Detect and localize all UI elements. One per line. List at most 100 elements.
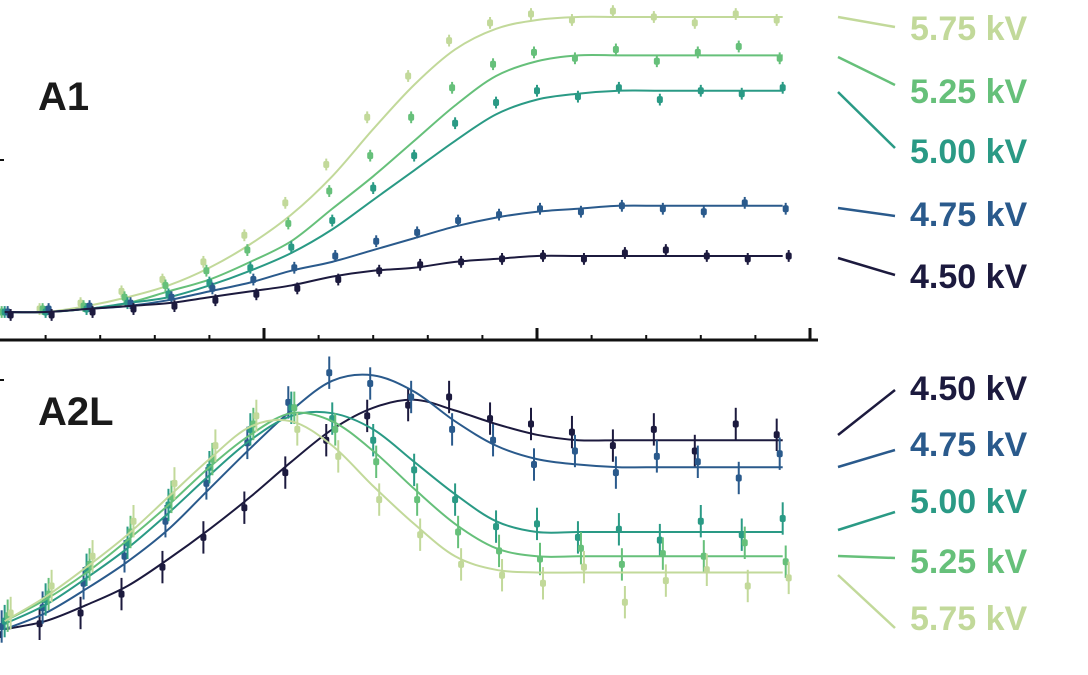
data-point <box>294 284 301 292</box>
data-point <box>455 217 462 225</box>
data-point <box>496 547 503 555</box>
legend-leader-line <box>837 574 896 629</box>
data-point <box>744 255 751 263</box>
fit-line-575kv <box>4 15 783 314</box>
legend-leader-line <box>837 448 896 469</box>
data-point <box>574 533 581 541</box>
series-450kv <box>4 244 792 321</box>
data-point <box>376 267 383 275</box>
fit-line-450kv <box>4 254 783 314</box>
data-point <box>247 264 254 272</box>
data-point <box>700 552 707 560</box>
data-point <box>738 531 745 539</box>
data-point <box>779 515 786 522</box>
data-point <box>326 369 333 377</box>
data-point <box>694 48 701 56</box>
data-point <box>735 474 742 482</box>
data-point <box>121 293 128 301</box>
legend-label-475kv: 4.75 kV <box>910 196 1028 234</box>
data-point <box>206 279 213 286</box>
data-point <box>288 243 295 251</box>
data-point <box>130 305 137 313</box>
legend-label-450kv: 4.50 kV <box>910 370 1028 408</box>
data-point <box>414 496 421 504</box>
data-point <box>200 533 207 541</box>
data-point <box>212 442 219 450</box>
data-point <box>609 442 616 450</box>
data-point <box>411 466 418 474</box>
data-point <box>411 152 418 160</box>
data-point <box>779 84 786 92</box>
data-point <box>694 458 701 466</box>
data-point <box>36 620 43 628</box>
data-point <box>449 425 456 433</box>
legend-label-450kv: 4.50 kV <box>910 258 1028 296</box>
data-point <box>534 520 540 528</box>
panel-a1 <box>0 5 792 321</box>
data-point <box>370 184 377 192</box>
data-point <box>373 458 380 466</box>
data-point <box>455 528 462 536</box>
data-point <box>574 93 581 101</box>
legend-label-575kv: 5.75 kV <box>910 600 1028 638</box>
series-525kv <box>0 40 783 318</box>
legend-leader-line <box>837 91 896 149</box>
data-point <box>776 450 783 458</box>
data-point <box>697 517 704 525</box>
data-point <box>703 252 710 260</box>
data-point <box>209 284 216 292</box>
data-point <box>449 84 456 92</box>
data-point <box>785 252 792 260</box>
data-point <box>493 99 500 107</box>
data-point <box>446 393 453 401</box>
data-point <box>282 199 289 207</box>
x-axis <box>0 159 818 381</box>
data-point <box>370 436 377 444</box>
data-point <box>662 246 669 254</box>
data-point <box>332 252 339 260</box>
series-575kv <box>0 5 783 316</box>
data-point <box>612 45 619 53</box>
legend-leader-line <box>837 389 896 436</box>
legend-label-525kv: 5.25 kV <box>910 543 1028 581</box>
panel-label-a1: A1 <box>38 75 89 119</box>
data-point <box>323 161 330 168</box>
data-point <box>540 252 546 260</box>
data-point <box>458 560 465 568</box>
data-point <box>414 228 421 236</box>
data-point <box>405 401 412 409</box>
data-point <box>612 469 619 477</box>
fit-line-500kv <box>4 89 783 314</box>
data-point <box>171 479 178 487</box>
data-point <box>621 598 628 606</box>
data-point <box>326 187 333 195</box>
data-point <box>493 523 500 531</box>
data-point <box>77 609 84 617</box>
legend-label-500kv: 5.00 kV <box>910 483 1028 521</box>
data-point <box>691 19 698 27</box>
data-point <box>782 205 789 213</box>
data-point <box>487 415 494 423</box>
legend-leader-line <box>837 206 896 218</box>
data-point <box>732 10 739 18</box>
data-point <box>659 205 666 213</box>
data-point <box>335 452 342 460</box>
data-point <box>291 264 298 272</box>
data-point <box>408 113 415 121</box>
data-point <box>537 555 543 563</box>
data-point <box>580 255 587 263</box>
data-point <box>741 539 748 547</box>
data-point <box>332 425 339 433</box>
data-point <box>615 525 622 533</box>
data-point <box>540 579 546 587</box>
data-point <box>130 517 137 525</box>
data-point <box>458 258 465 266</box>
data-point <box>89 308 96 316</box>
legend-label-525kv: 5.25 kV <box>910 73 1028 111</box>
data-point <box>329 217 336 225</box>
data-point <box>528 420 534 428</box>
data-point <box>618 560 625 568</box>
data-point <box>159 563 166 571</box>
data-point <box>580 563 587 571</box>
data-point <box>618 202 625 210</box>
